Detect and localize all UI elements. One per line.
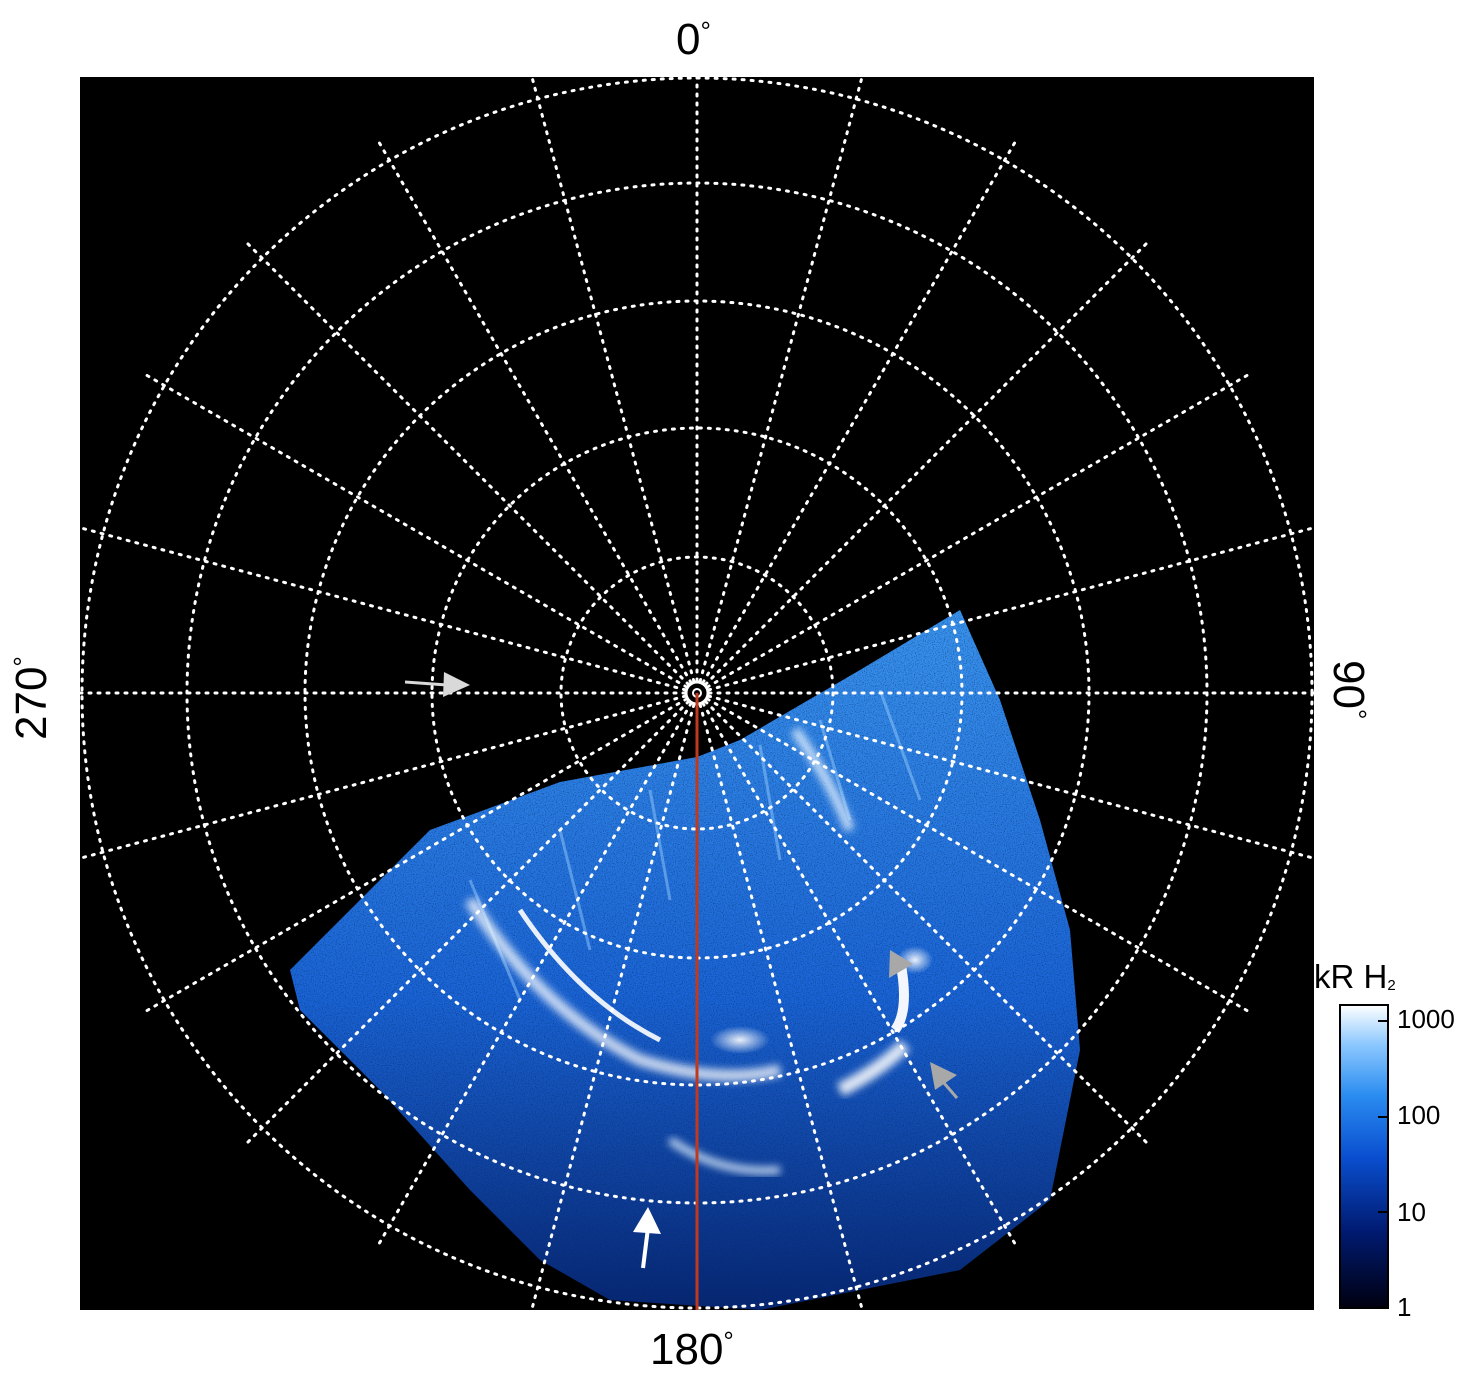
- meridian-285: [80, 526, 687, 692]
- meridian-345: [530, 77, 696, 683]
- colorbar-tick-1000: 1000: [1397, 1004, 1455, 1034]
- meridian-120: [705, 697, 1253, 1015]
- left-arrow: [404, 672, 470, 697]
- meridian-45: [703, 238, 1152, 687]
- meridian-75: [707, 526, 1314, 692]
- meridian-30: [701, 137, 1019, 685]
- label-90-degrees: 90°: [1324, 660, 1373, 720]
- colorbar-tick-1: 1: [1397, 1292, 1412, 1322]
- meridian-60: [705, 371, 1253, 689]
- meridian-135: [703, 699, 1152, 1148]
- label-0-degrees: 0°: [676, 15, 711, 64]
- colorbar-tick-10: 10: [1397, 1197, 1426, 1227]
- label-180-degrees: 180°: [650, 1325, 734, 1374]
- bottom-arrow: [633, 1207, 661, 1269]
- label-270-degrees: 270°: [7, 656, 56, 740]
- meridian-210: [375, 701, 693, 1249]
- gray-arrowhead-lower: [930, 1062, 959, 1099]
- colorbar-tick-100: 100: [1397, 1100, 1441, 1130]
- longitude-grid: [80, 77, 1314, 1310]
- colorbar-title: kR H2: [1314, 958, 1396, 995]
- gray-arrowhead-upper: [889, 950, 913, 978]
- meridian-15: [698, 77, 864, 683]
- meridian-300: [141, 371, 689, 689]
- meridian-255: [80, 694, 687, 860]
- meridian-165: [698, 703, 864, 1310]
- meridian-225: [242, 699, 691, 1148]
- meridian-105: [707, 694, 1314, 860]
- meridian-315: [242, 238, 691, 687]
- colorbar: [1339, 1004, 1389, 1309]
- meridian-240: [141, 697, 689, 1015]
- meridian-195: [530, 703, 696, 1310]
- meridian-330: [375, 137, 693, 685]
- meridian-150: [701, 701, 1019, 1249]
